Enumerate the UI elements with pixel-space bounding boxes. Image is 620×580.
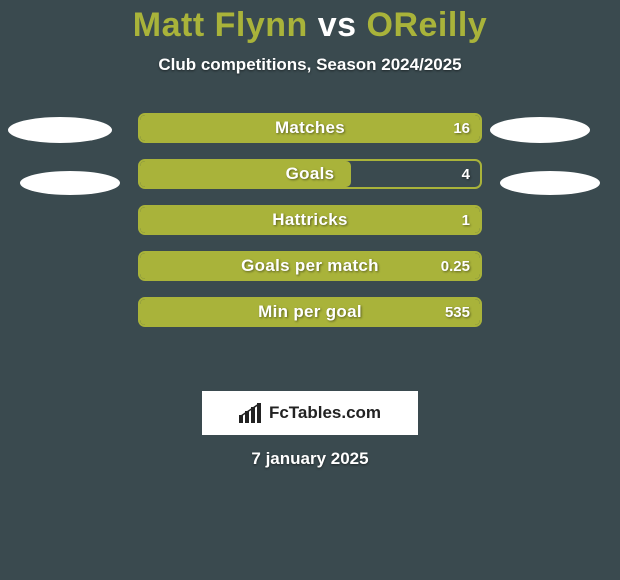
stat-bar-label: Goals [140, 161, 480, 187]
stat-bar: Goals per match0.25 [138, 251, 482, 281]
decorative-ellipse [8, 117, 112, 143]
title-player2: OReilly [367, 6, 488, 44]
comparison-infographic: Matt Flynn vs OReilly Club competitions,… [0, 0, 620, 580]
stat-bar: Hattricks1 [138, 205, 482, 235]
decorative-ellipse [500, 171, 600, 195]
stat-bar-label: Min per goal [140, 299, 480, 325]
brand-box: FcTables.com [202, 391, 418, 435]
stat-bar-value: 16 [453, 115, 470, 141]
page-title: Matt Flynn vs OReilly [0, 0, 620, 45]
stat-bar-value: 1 [462, 207, 470, 233]
chart-area: Matches16 Goals4 Hattricks1 Goals per match… [0, 113, 620, 373]
title-player1: Matt Flynn [133, 6, 308, 44]
brand-text: FcTables.com [269, 403, 381, 423]
bars-container: Matches16 Goals4 Hattricks1 Goals per match… [138, 113, 482, 343]
date-text: 7 january 2025 [0, 449, 620, 469]
subtitle: Club competitions, Season 2024/2025 [0, 55, 620, 75]
stat-bar-value: 0.25 [441, 253, 470, 279]
chart-icon [239, 403, 263, 423]
stat-bar: Min per goal535 [138, 297, 482, 327]
decorative-ellipse [20, 171, 120, 195]
stat-bar-value: 535 [445, 299, 470, 325]
stat-bar-value: 4 [462, 161, 470, 187]
title-vs: vs [318, 6, 357, 44]
stat-bar-label: Matches [140, 115, 480, 141]
stat-bar: Goals4 [138, 159, 482, 189]
stat-bar-label: Hattricks [140, 207, 480, 233]
stat-bar: Matches16 [138, 113, 482, 143]
stat-bar-label: Goals per match [140, 253, 480, 279]
decorative-ellipse [490, 117, 590, 143]
